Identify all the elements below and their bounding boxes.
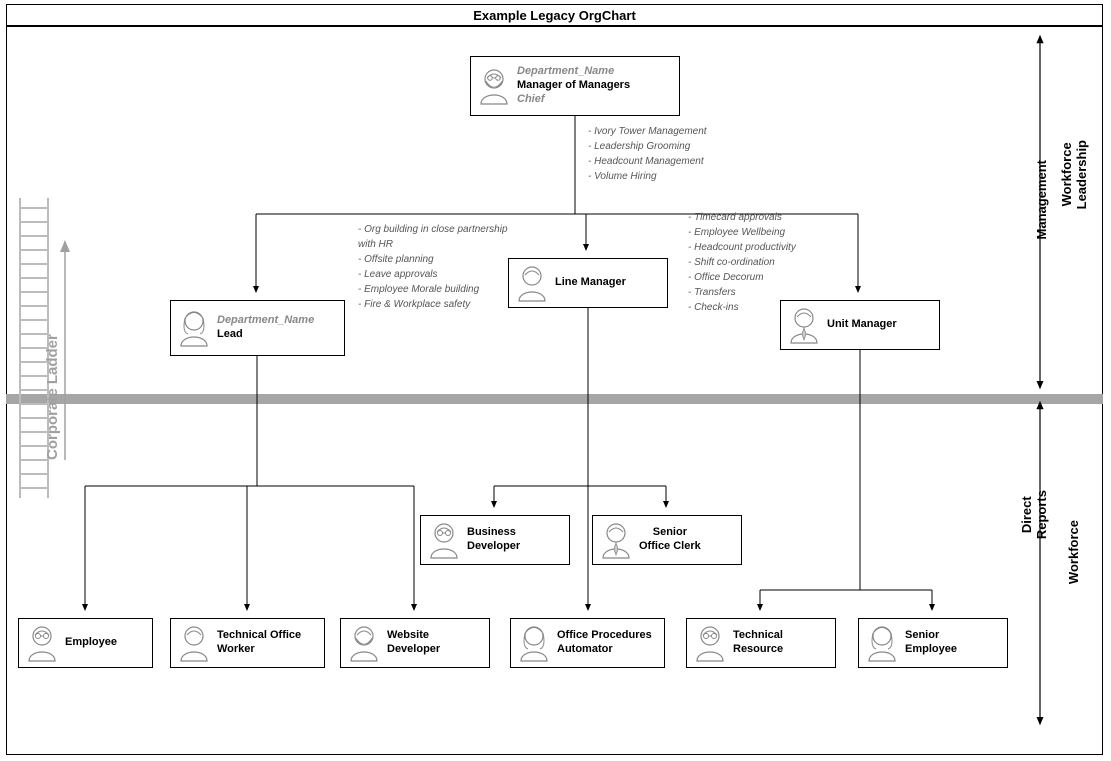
label-direct-reports: Direct Reports (1019, 490, 1049, 539)
avatar-icon (517, 623, 551, 663)
diagram-title: Example Legacy OrgChart (6, 4, 1103, 26)
node-technical-resource: Technical Resource (686, 618, 836, 668)
avatar-icon (515, 263, 549, 303)
node-title: Business Developer (467, 526, 563, 554)
node-chief: Department_Name Manager of Managers Chie… (470, 56, 680, 116)
avatar-icon (25, 623, 59, 663)
node-title: Employee (65, 636, 117, 650)
node-subtitle: Chief (517, 93, 630, 107)
label-management: Management (1034, 160, 1049, 239)
node-title: Office Clerk (639, 540, 701, 554)
node-title: Employee (905, 643, 957, 657)
avatar-icon (177, 308, 211, 348)
label-workforce-leadership: Workforce Leadership (1059, 140, 1089, 209)
node-dept: Department_Name (517, 65, 630, 79)
node-title: Unit Manager (827, 318, 897, 332)
node-title: Technical Office Worker (217, 629, 318, 657)
node-website-developer: Website Developer (340, 618, 490, 668)
annotation-chief: Ivory Tower Management Leadership Groomi… (588, 124, 768, 184)
corporate-ladder-label: Corporate Ladder (44, 334, 61, 460)
node-prefix: Senior (639, 526, 701, 540)
node-office-procedures-automator: Office Procedures Automator (510, 618, 665, 668)
label-workforce: Workforce (1066, 520, 1081, 584)
node-title: Line Manager (555, 276, 626, 290)
avatar-icon (427, 520, 461, 560)
node-prefix: Senior (905, 629, 957, 643)
avatar-icon (599, 520, 633, 560)
avatar-icon (477, 66, 511, 106)
node-line-manager: Line Manager (508, 258, 668, 308)
annotation-line-manager: Timecard approvals Employee Wellbeing He… (688, 210, 848, 315)
node-business-developer: Business Developer (420, 515, 570, 565)
node-title: Manager of Managers (517, 79, 630, 93)
avatar-icon (693, 623, 727, 663)
node-senior-office-clerk: Senior Office Clerk (592, 515, 742, 565)
node-dept: Department_Name (217, 314, 314, 328)
node-title: Lead (217, 328, 314, 342)
node-senior-employee: Senior Employee (858, 618, 1008, 668)
node-title: Technical Resource (733, 629, 829, 657)
node-title: Website Developer (387, 629, 483, 657)
node-employee: Employee (18, 618, 153, 668)
avatar-icon (347, 623, 381, 663)
node-lead: Department_Name Lead (170, 300, 345, 356)
avatar-icon (177, 623, 211, 663)
node-technical-office-worker: Technical Office Worker (170, 618, 325, 668)
divider-band (6, 394, 1103, 404)
annotation-lead: Org building in close partnership with H… (358, 222, 518, 312)
node-title: Office Procedures Automator (557, 629, 658, 657)
avatar-icon (865, 623, 899, 663)
